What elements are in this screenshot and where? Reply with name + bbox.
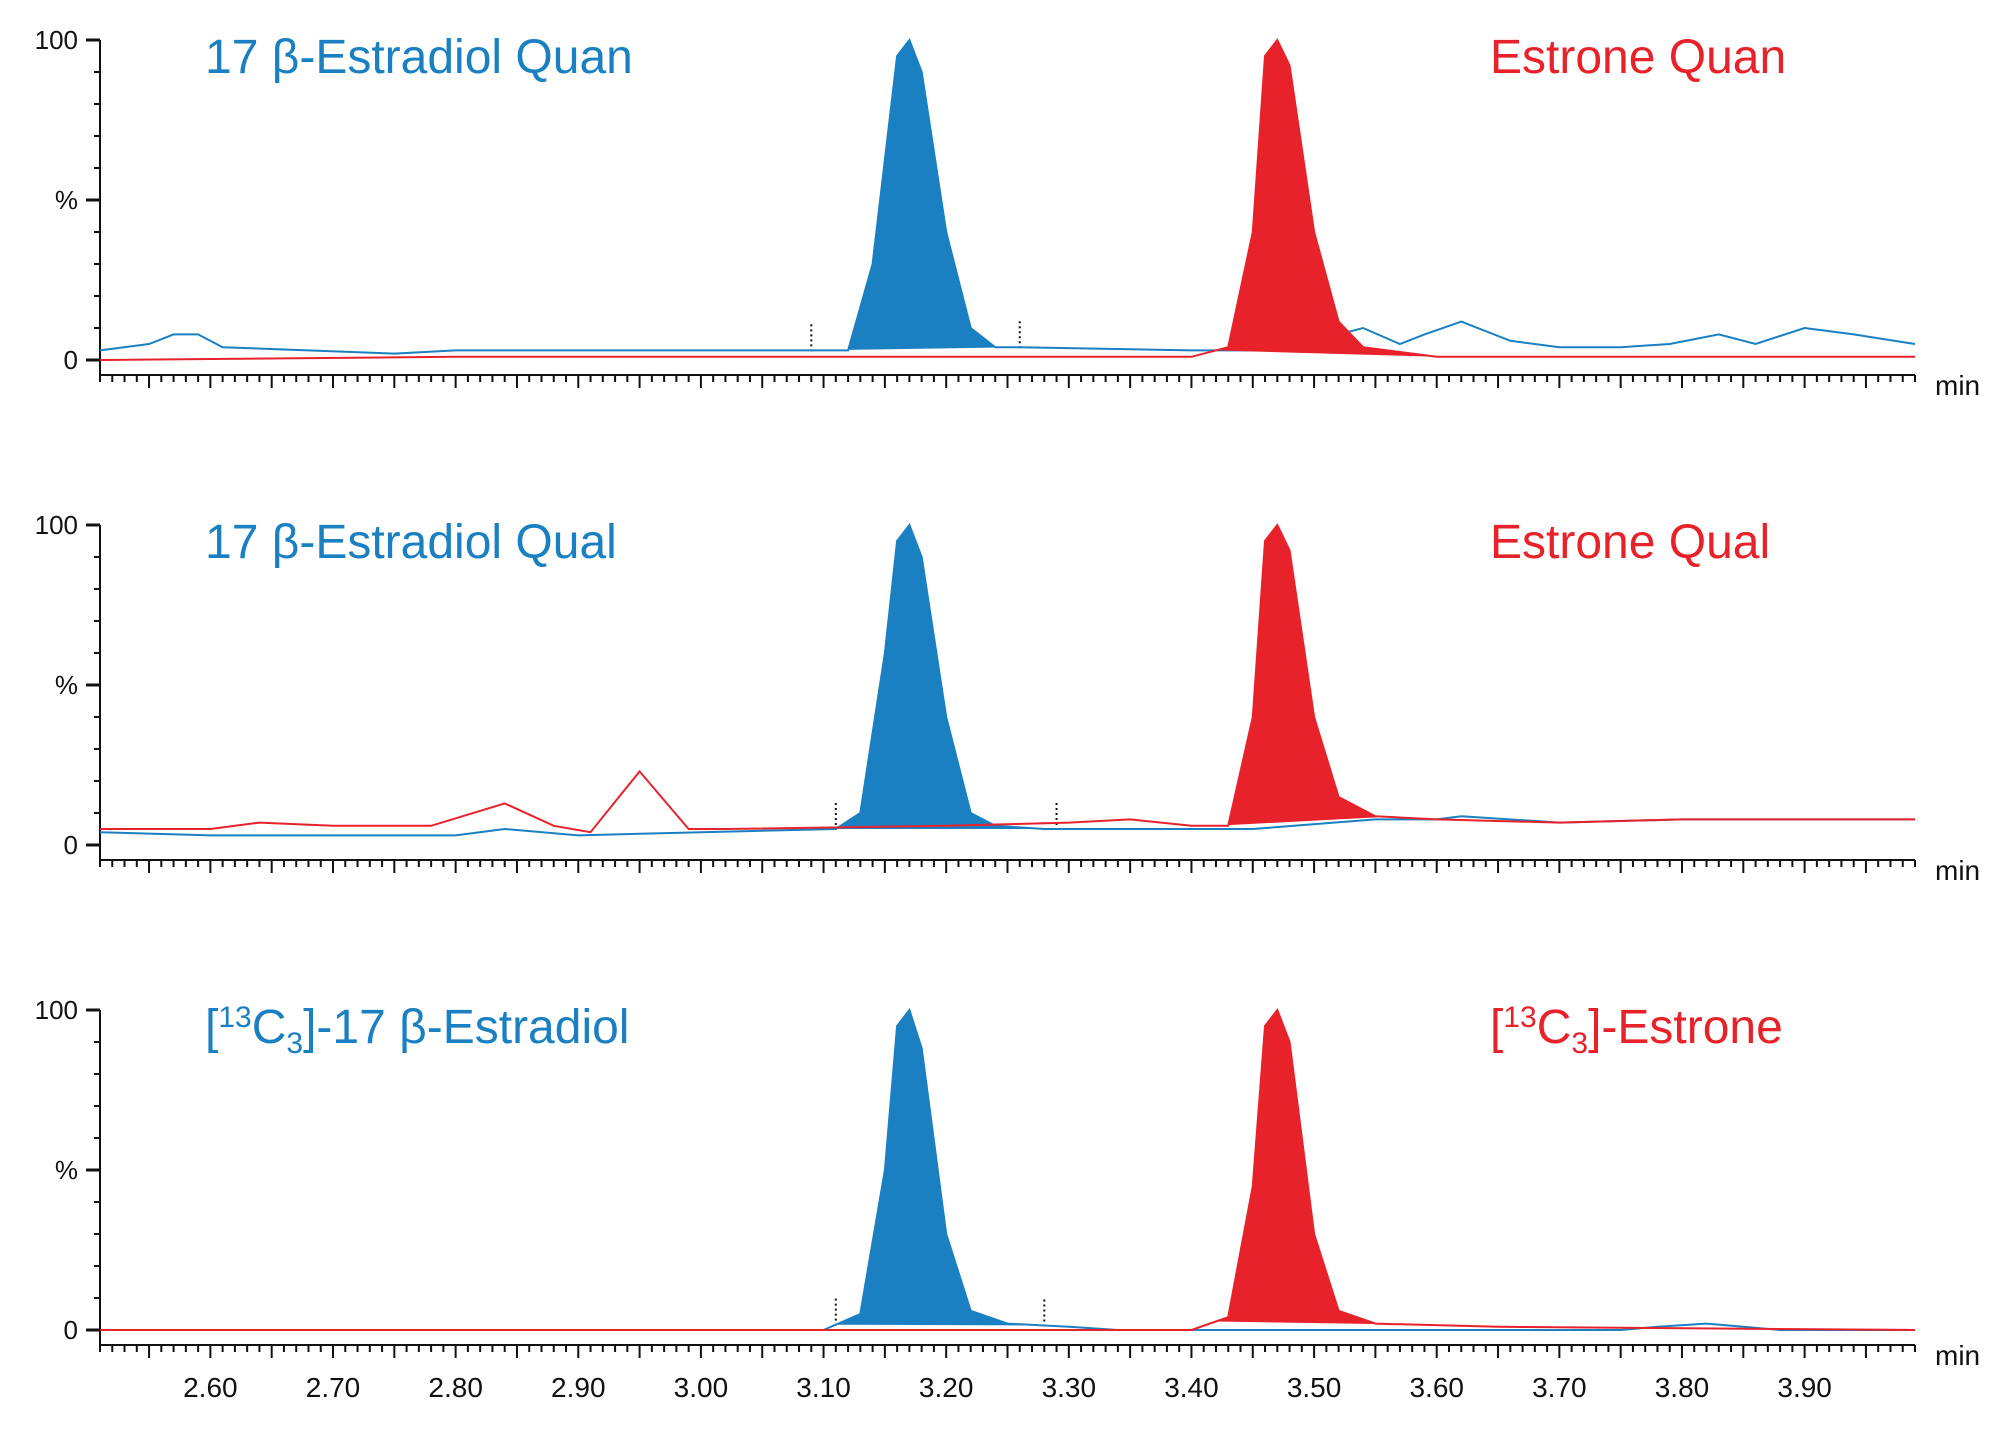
x-tick-label: 3.50 [1287, 1372, 1342, 1403]
13c3-17-estradiol-peak-fill [835, 1010, 1045, 1326]
x-tick-label: 3.80 [1655, 1372, 1710, 1403]
panel-2-y-tick-label: 0 [64, 830, 78, 860]
estrone-quan-trace [99, 38, 1915, 361]
13c3-estrone-peak-fill [1216, 1010, 1413, 1325]
panel-3-y-tick-label: 0 [64, 1315, 78, 1345]
x-tick-label: 3.30 [1042, 1372, 1097, 1403]
x-tick-label: 3.20 [919, 1372, 974, 1403]
panel-3-right-compound-label: [13C3]-Estrone [1490, 1001, 1783, 1060]
x-tick-label: 3.00 [674, 1372, 729, 1403]
panel-1-y-tick-label: % [55, 185, 78, 215]
17-estradiol-qual-trace [99, 522, 1915, 837]
17-estradiol-quan-trace [99, 37, 1916, 355]
panel-1-x-unit-label: min [1935, 370, 1980, 401]
x-tick-label: 3.40 [1164, 1372, 1219, 1403]
panel-2-right-compound-label: Estrone Qual [1490, 516, 1770, 569]
panel-2-y-tick-label: % [55, 670, 78, 700]
x-tick-label: 2.90 [551, 1372, 606, 1403]
panel-1-left-compound-label: 17 β-Estradiol Quan [205, 31, 633, 84]
panel-2-x-unit-label: min [1935, 855, 1980, 886]
panel-3-left-compound-label: [13C3]-17 β-Estradiol [205, 1001, 629, 1060]
x-tick-label: 3.70 [1532, 1372, 1587, 1403]
estrone-qual-peak-fill [1216, 525, 1388, 826]
17-estradiol-quan-peak-fill [811, 40, 1020, 351]
panel-3-y-tick-label: % [55, 1155, 78, 1185]
estrone-qual-trace [100, 523, 1915, 834]
panel-3-x-unit-label: min [1935, 1340, 1980, 1371]
x-tick-label: 3.10 [796, 1372, 851, 1403]
panel-1-right-compound-label: Estrone Quan [1490, 31, 1786, 84]
17-estradiol-qual-peak-fill [835, 525, 1057, 829]
panel-3-y-tick-label: 100 [35, 995, 78, 1025]
x-tick-label: 2.60 [183, 1372, 238, 1403]
estrone-quan-peak-fill [1216, 40, 1437, 357]
13c3-17-estradiol-trace [100, 1007, 1915, 1331]
panel-2-y-tick-label: 100 [35, 510, 78, 540]
panel-2-left-compound-label: 17 β-Estradiol Qual [205, 516, 617, 569]
x-tick-label: 2.80 [428, 1372, 483, 1403]
panel-1-y-tick-label: 0 [64, 345, 78, 375]
13c3-estrone-trace [100, 1007, 1916, 1331]
x-tick-label: 2.70 [306, 1372, 361, 1403]
panel-1-y-tick-label: 100 [35, 25, 78, 55]
x-tick-label: 3.60 [1409, 1372, 1464, 1403]
x-tick-label: 3.90 [1777, 1372, 1832, 1403]
